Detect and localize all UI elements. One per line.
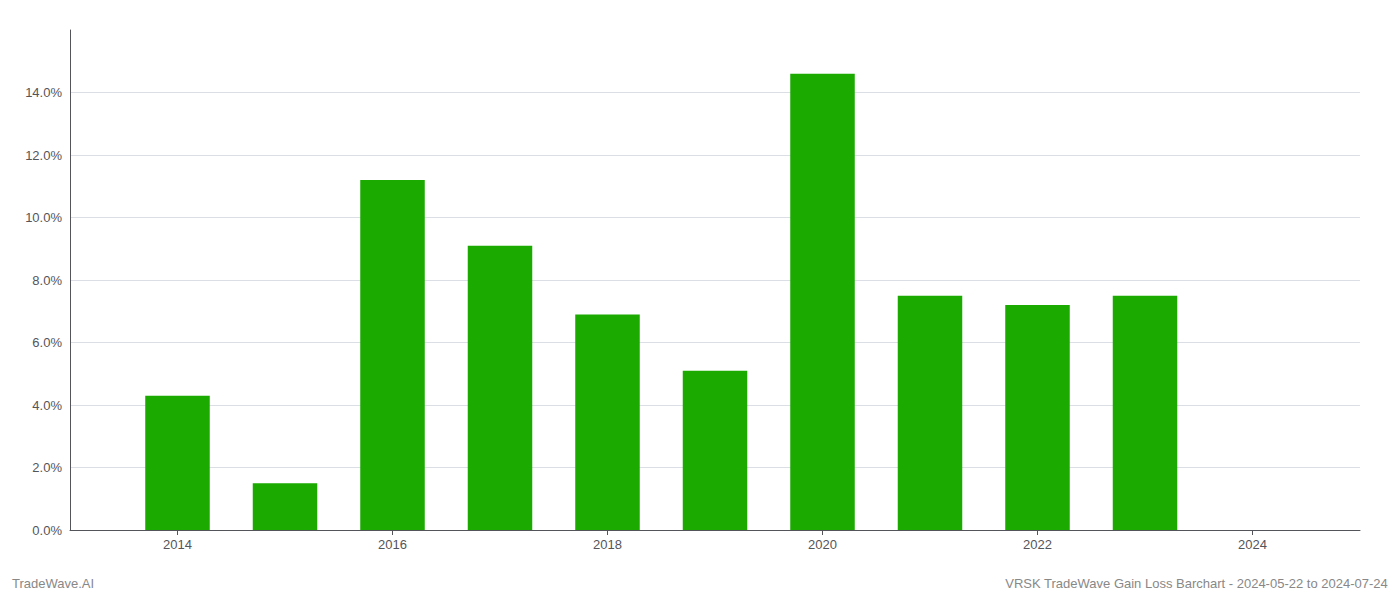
svg-text:TradeWave.AI: TradeWave.AI [12,576,94,591]
svg-text:2022: 2022 [1023,537,1052,552]
svg-text:8.0%: 8.0% [32,273,62,288]
svg-text:10.0%: 10.0% [25,210,62,225]
svg-text:2024: 2024 [1238,537,1267,552]
svg-text:2014: 2014 [163,537,192,552]
svg-text:6.0%: 6.0% [32,335,62,350]
svg-text:2016: 2016 [378,537,407,552]
svg-text:14.0%: 14.0% [25,85,62,100]
svg-text:2.0%: 2.0% [32,460,62,475]
svg-text:12.0%: 12.0% [25,148,62,163]
svg-text:2020: 2020 [808,537,837,552]
svg-text:4.0%: 4.0% [32,398,62,413]
svg-text:VRSK TradeWave Gain Loss Barch: VRSK TradeWave Gain Loss Barchart - 2024… [1005,576,1388,591]
svg-text:0.0%: 0.0% [32,523,62,538]
svg-text:2018: 2018 [593,537,622,552]
